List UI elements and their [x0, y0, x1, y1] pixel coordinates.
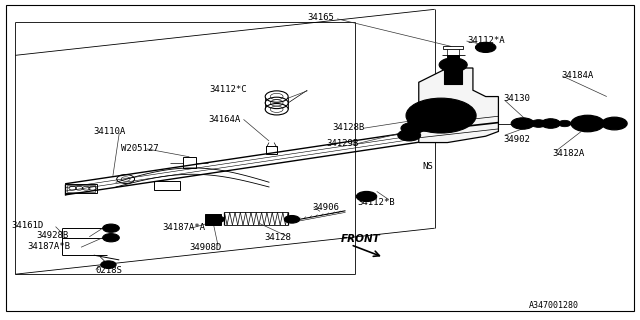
Text: 34165: 34165 — [307, 13, 334, 22]
Circle shape — [212, 216, 225, 222]
Circle shape — [476, 42, 496, 52]
Text: 34906: 34906 — [312, 203, 339, 212]
Text: 0218S: 0218S — [96, 266, 123, 275]
Circle shape — [439, 58, 467, 72]
Text: 34130: 34130 — [503, 94, 530, 103]
Text: 34112*B: 34112*B — [357, 198, 395, 207]
Bar — [67, 185, 95, 192]
Circle shape — [571, 115, 604, 132]
Text: 34112*C: 34112*C — [210, 85, 248, 94]
Circle shape — [397, 130, 420, 141]
Text: 34112*A: 34112*A — [468, 36, 506, 44]
Bar — [266, 146, 276, 154]
Circle shape — [356, 191, 377, 202]
Bar — [444, 63, 462, 84]
Circle shape — [284, 215, 300, 223]
Circle shape — [102, 224, 119, 232]
Circle shape — [401, 123, 424, 134]
Bar — [65, 184, 97, 193]
Circle shape — [408, 116, 436, 130]
Text: 34928B: 34928B — [36, 231, 68, 240]
Text: 34164A: 34164A — [209, 115, 241, 124]
Text: 34110A: 34110A — [94, 127, 126, 136]
Bar — [205, 214, 221, 225]
Text: 34908D: 34908D — [189, 244, 221, 252]
Text: A347001280: A347001280 — [529, 301, 579, 310]
Text: 34161D: 34161D — [11, 221, 43, 230]
Text: 34129B: 34129B — [326, 139, 358, 148]
Text: 34902: 34902 — [503, 135, 530, 144]
Bar — [443, 46, 463, 49]
Circle shape — [511, 118, 534, 129]
Text: 34128B: 34128B — [333, 123, 365, 132]
Circle shape — [558, 120, 571, 127]
Circle shape — [531, 120, 546, 127]
Bar — [183, 157, 196, 168]
Circle shape — [102, 234, 119, 242]
Circle shape — [602, 117, 627, 130]
Text: 34184A: 34184A — [561, 71, 593, 80]
Circle shape — [541, 119, 560, 128]
Text: 34182A: 34182A — [552, 148, 585, 157]
Text: NS: NS — [422, 163, 433, 172]
Text: 34187A*A: 34187A*A — [162, 223, 205, 232]
Bar — [154, 181, 180, 190]
Text: 34187A*B: 34187A*B — [27, 242, 70, 251]
Circle shape — [100, 261, 116, 268]
Circle shape — [406, 98, 476, 133]
Text: FRONT: FRONT — [341, 234, 381, 244]
Polygon shape — [419, 68, 499, 142]
Text: W205127: W205127 — [121, 144, 159, 153]
Text: 34128: 34128 — [264, 233, 291, 242]
Bar — [447, 55, 459, 59]
